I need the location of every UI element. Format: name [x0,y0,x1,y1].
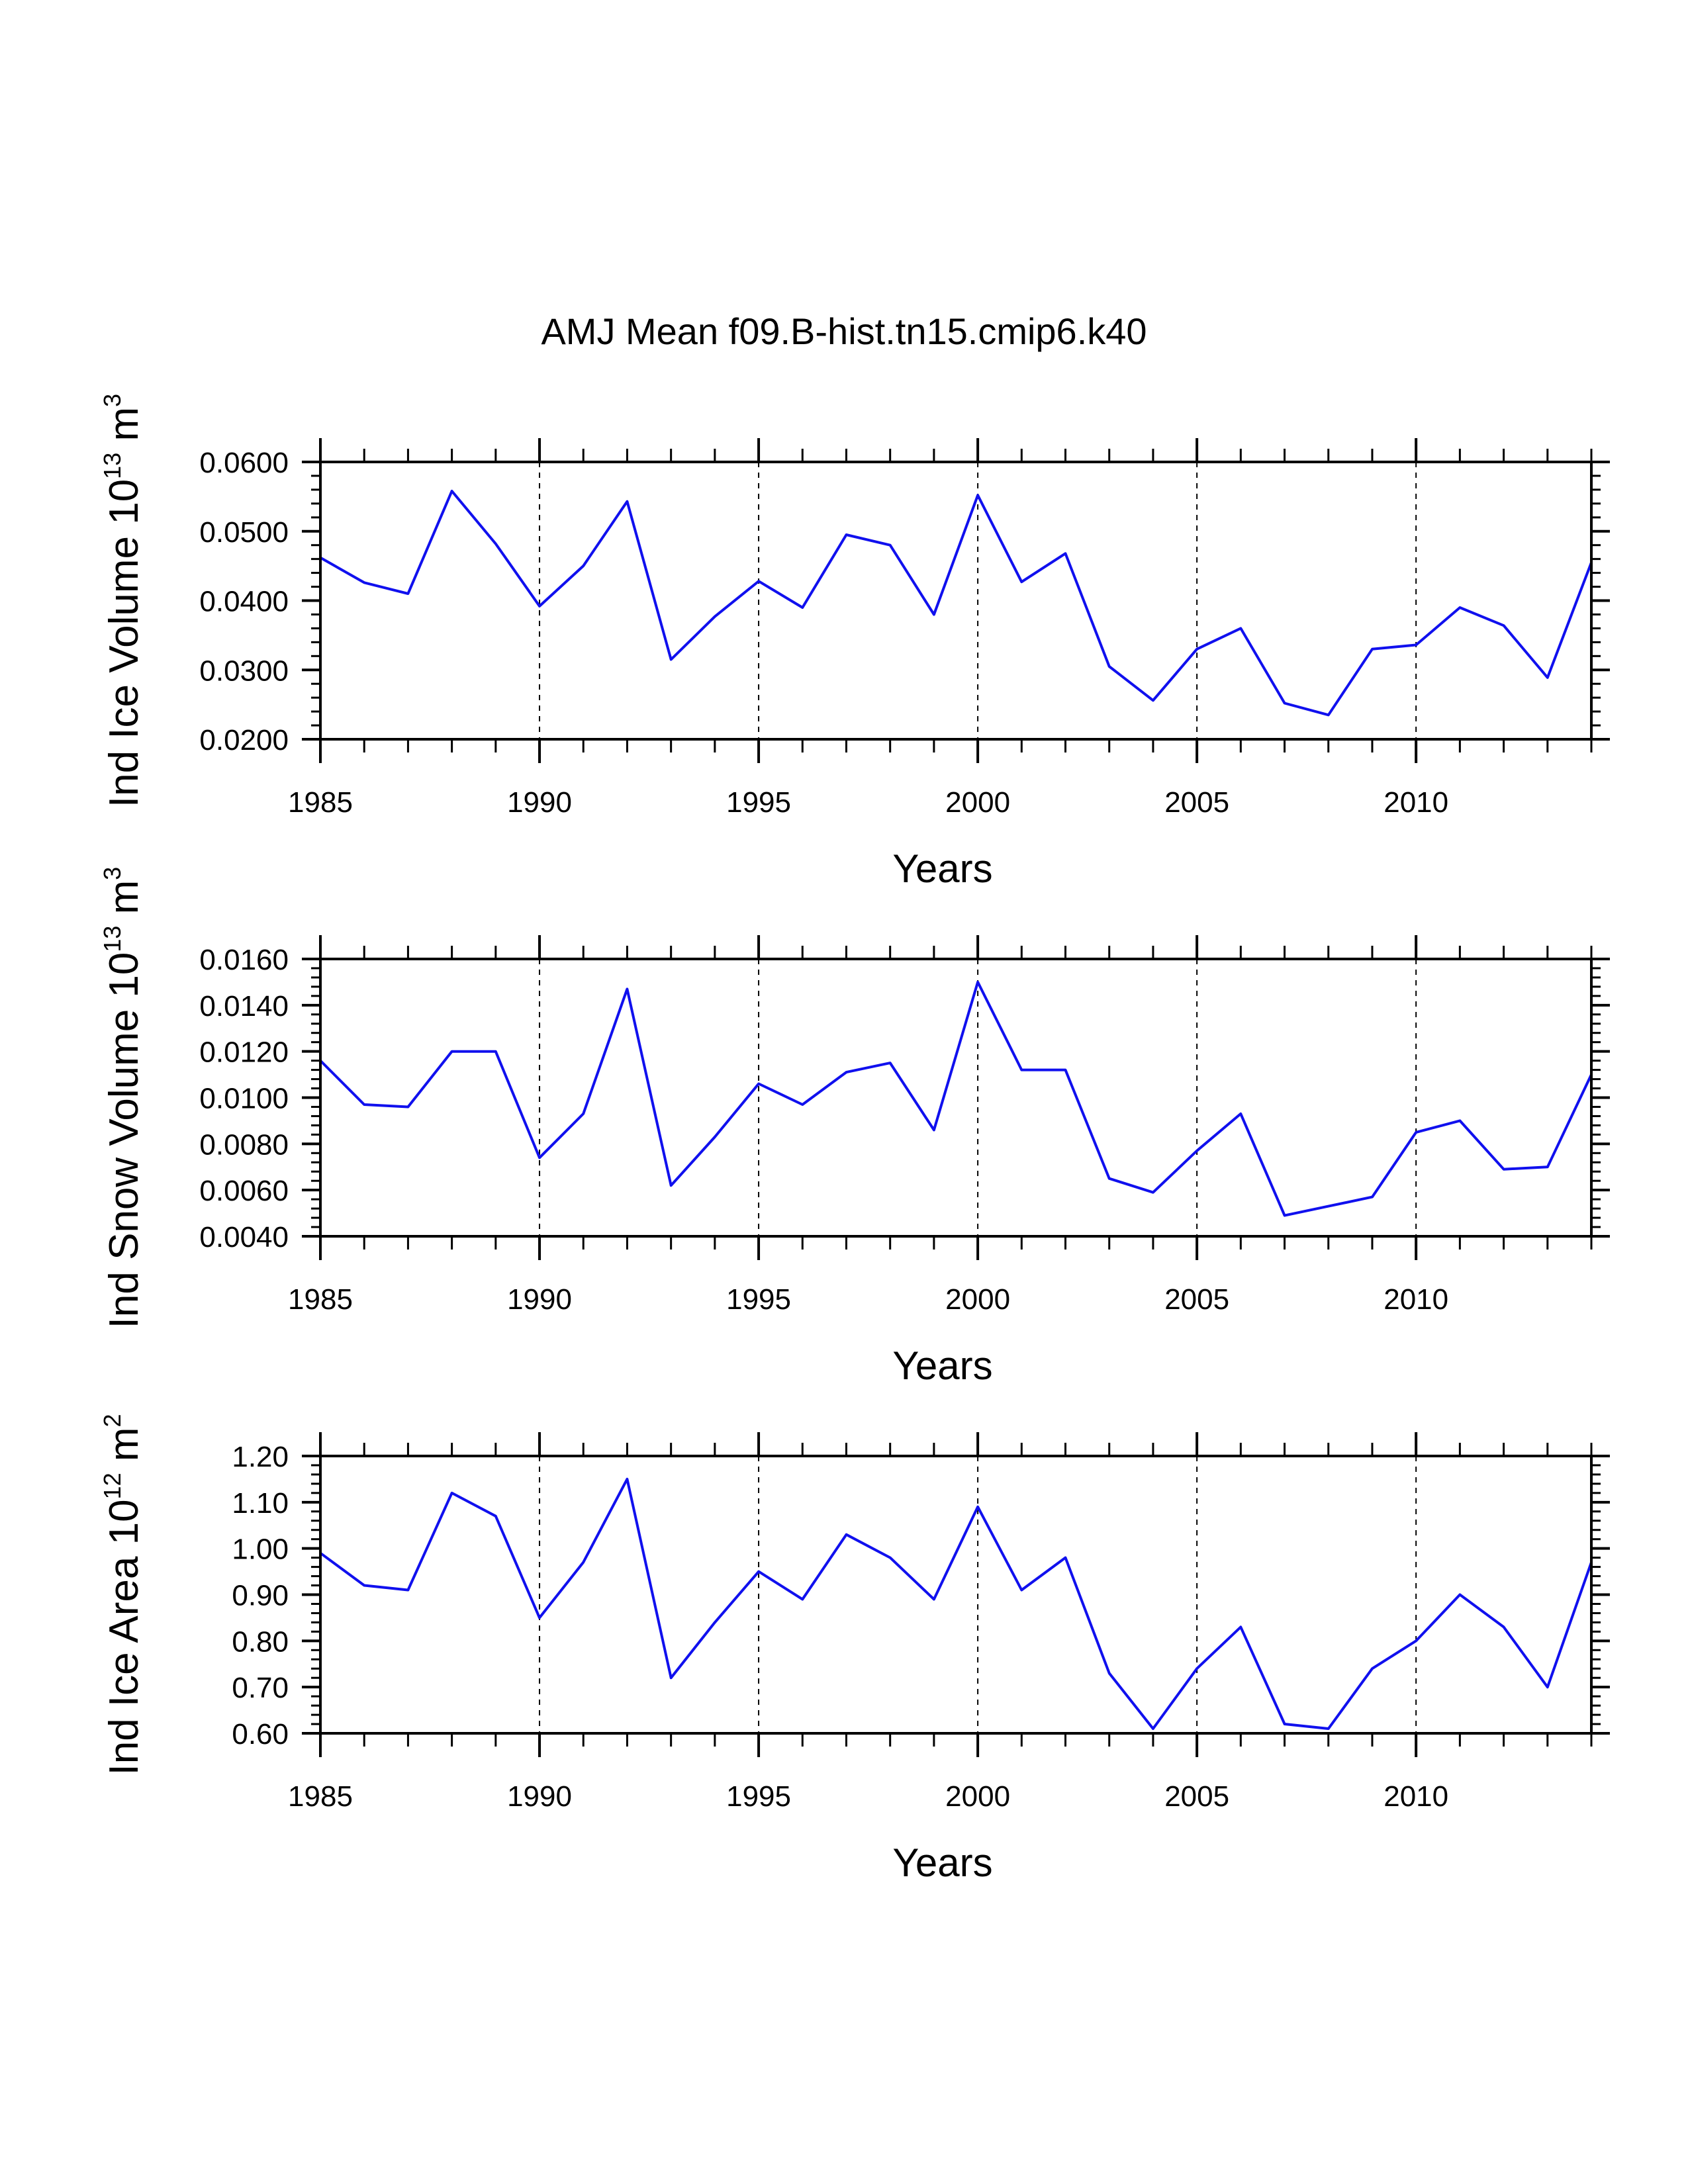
y-tick-label: 0.0200 [199,724,289,756]
y-tick-label: 0.60 [232,1718,289,1751]
x-tick-label: 1985 [288,1780,353,1813]
figure-title: AMJ Mean f09.B-hist.tn15.cmip6.k40 [541,310,1147,352]
y-tick-label: 0.90 [232,1580,289,1612]
x-tick-label: 2005 [1164,1283,1229,1316]
data-series-line [319,980,1593,1217]
y-axis-title: Ind Ice Area 1012 m2 [99,1414,147,1775]
x-tick-label: 1990 [507,1780,572,1813]
panel-1: 0.0200 0.0300 0.0400 0.0500 0.0600 1985 1990 19… [99,394,1610,891]
x-axis-title: Years [892,846,992,891]
y-tick-label: 0.0080 [199,1128,289,1161]
panel-3: 0.60 0.70 0.80 0.90 1.00 1.10 1.20 1985 1990 1995… [99,1414,1610,1885]
y-axis-title: Ind Snow Volume 1013 m3 [99,867,147,1329]
y-axis-title: Ind Ice Volume 1013 m3 [99,394,147,807]
x-tick-label: 1990 [507,786,572,819]
x-tick-label: 1995 [726,786,791,819]
x-tick-label: 1990 [507,1283,572,1316]
x-tick-label: 2000 [945,1780,1010,1813]
x-tick-label: 2005 [1164,786,1229,819]
y-tick-label: 0.80 [232,1625,289,1658]
x-tick-label: 2005 [1164,1780,1229,1813]
panel-2: 0.0040 0.0060 0.0080 0.0100 0.0120 0.0140 0.01… [99,867,1610,1388]
data-series-line [319,1477,1593,1730]
y-tick-label: 1.10 [232,1487,289,1520]
y-tick-label: 0.0400 [199,586,289,618]
y-tick-label: 0.0160 [199,944,289,976]
plot-frame [319,461,1593,741]
y-tick-label: 0.0300 [199,655,289,687]
x-tick-label: 2000 [945,1283,1010,1316]
y-tick-label: 1.00 [232,1533,289,1566]
y-tick-label: 0.0040 [199,1221,289,1253]
x-tick-label: 2010 [1383,1780,1448,1813]
y-tick-label: 0.0140 [199,990,289,1023]
plot-frame [319,1455,1593,1735]
plot-frame [319,958,1593,1238]
x-tick-label: 1985 [288,1283,353,1316]
y-tick-label: 0.0600 [199,447,289,479]
x-tick-label: 1995 [726,1780,791,1813]
y-tick-label: 0.70 [232,1672,289,1704]
y-tick-label: 0.0120 [199,1036,289,1069]
y-tick-label: 1.20 [232,1441,289,1473]
x-tick-label: 2010 [1383,1283,1448,1316]
x-axis-title: Years [892,1343,992,1388]
y-tick-label: 0.0060 [199,1175,289,1207]
x-tick-label: 1985 [288,786,353,819]
x-tick-label: 2010 [1383,786,1448,819]
x-axis-title: Years [892,1841,992,1885]
data-series-line [320,490,1593,717]
y-tick-label: 0.0500 [199,516,289,549]
y-tick-label: 0.0100 [199,1083,289,1115]
x-tick-label: 2000 [945,786,1010,819]
x-tick-label: 1995 [726,1283,791,1316]
